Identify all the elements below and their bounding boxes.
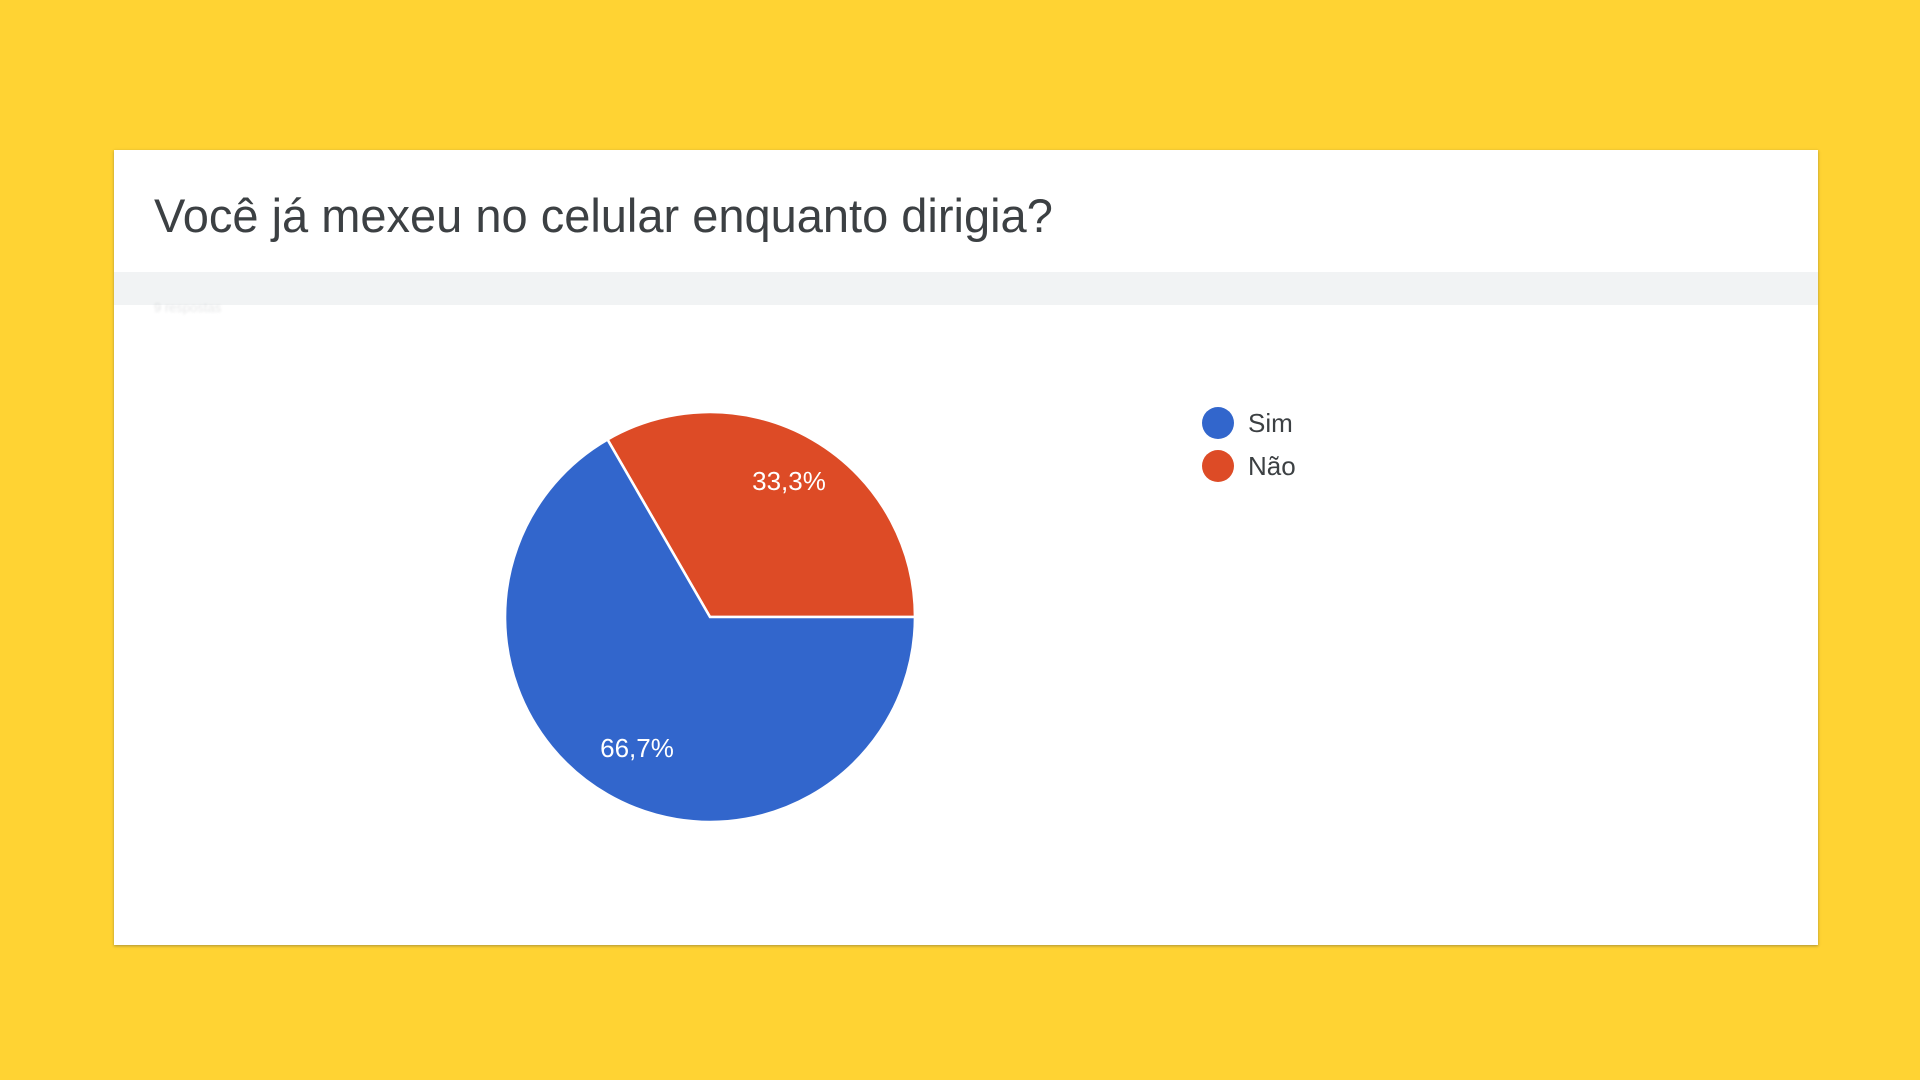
svg-text:33,3%: 33,3% <box>752 466 826 496</box>
svg-text:66,7%: 66,7% <box>600 733 674 763</box>
